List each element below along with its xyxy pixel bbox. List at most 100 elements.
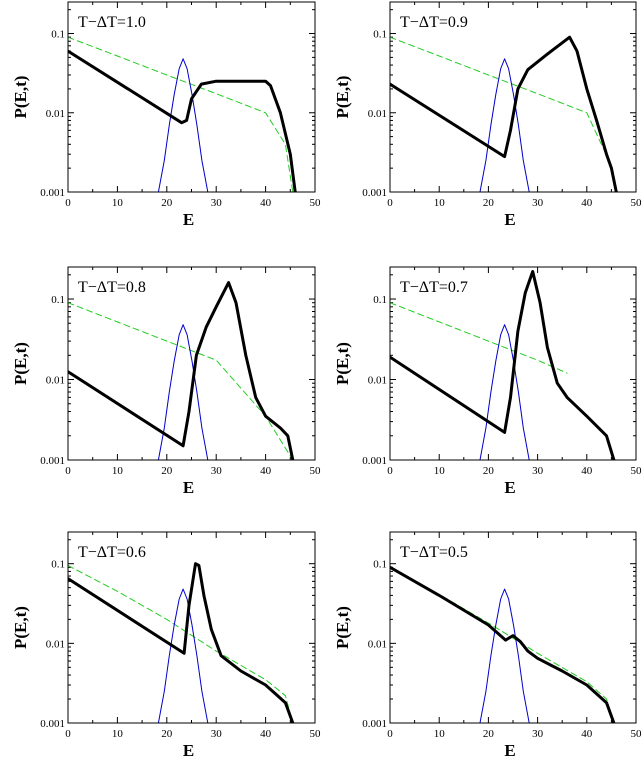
x-axis-label: E bbox=[183, 210, 194, 229]
y-axis-label: P(E,t) bbox=[11, 76, 30, 119]
x-tick-label: 20 bbox=[483, 197, 495, 209]
series-line-green-dashed bbox=[68, 36, 294, 192]
x-tick-label: 30 bbox=[211, 465, 223, 477]
series-line-blue-gaussian bbox=[157, 588, 209, 723]
panel-title: T−ΔT=1.0 bbox=[78, 14, 146, 31]
x-tick-label: 30 bbox=[532, 465, 544, 477]
series-line-green-dashed bbox=[68, 565, 294, 723]
x-tick-label: 50 bbox=[310, 197, 322, 209]
y-tick-label: 0.01 bbox=[368, 108, 387, 120]
x-tick-label: 40 bbox=[581, 728, 593, 740]
x-tick-label: 30 bbox=[532, 197, 544, 209]
x-tick-label: 20 bbox=[161, 465, 173, 477]
panel-6: 0 10 20 30 40 50 0.001 0.01 0.1 T−ΔT=0.5 E P(E,t) bbox=[333, 531, 643, 760]
series-line-blue-gaussian bbox=[157, 58, 209, 192]
y-tick-label: 0.001 bbox=[40, 187, 65, 199]
series-line-bold-black bbox=[68, 49, 297, 192]
y-tick-label: 0.001 bbox=[40, 718, 65, 730]
y-axis-label: P(E,t) bbox=[11, 606, 30, 649]
y-tick-label: 0.001 bbox=[362, 187, 387, 199]
plot-frame bbox=[389, 1, 637, 193]
panel-title: T−ΔT=0.6 bbox=[78, 544, 146, 561]
x-tick-label: 10 bbox=[112, 465, 124, 477]
x-tick-label: 10 bbox=[434, 728, 446, 740]
x-axis-label: E bbox=[183, 741, 194, 760]
y-axis-label: P(E,t) bbox=[333, 342, 352, 385]
series-line-green-dashed bbox=[390, 302, 568, 374]
x-tick-label: 50 bbox=[631, 728, 643, 740]
panel-title: T−ΔT=0.7 bbox=[400, 279, 468, 296]
x-tick-label: 50 bbox=[631, 197, 643, 209]
series-line-bold-black bbox=[68, 281, 295, 460]
series-line-bold-black bbox=[68, 562, 295, 723]
x-tick-label: 0 bbox=[65, 465, 71, 477]
x-tick-label: 40 bbox=[260, 197, 272, 209]
x-tick-label: 10 bbox=[434, 465, 446, 477]
y-axis-label: P(E,t) bbox=[333, 76, 352, 119]
panel-4: 0 10 20 30 40 50 0.001 0.01 0.1 T−ΔT=0.7 E P(E,t) bbox=[333, 266, 643, 497]
series-line-green-dashed bbox=[390, 36, 610, 161]
x-tick-label: 20 bbox=[483, 728, 495, 740]
x-tick-label: 0 bbox=[65, 728, 71, 740]
x-tick-label: 10 bbox=[112, 728, 124, 740]
plot-frame bbox=[389, 266, 637, 461]
y-tick-label: 0.1 bbox=[373, 29, 387, 41]
panel-title: T−ΔT=0.8 bbox=[78, 279, 146, 296]
y-tick-label: 0.01 bbox=[368, 375, 387, 387]
x-tick-label: 40 bbox=[581, 197, 593, 209]
plot-frame bbox=[67, 531, 316, 724]
x-axis-label: E bbox=[504, 210, 515, 229]
y-tick-label: 0.01 bbox=[46, 375, 65, 387]
x-tick-label: 40 bbox=[260, 465, 272, 477]
x-tick-label: 0 bbox=[387, 728, 393, 740]
y-tick-label: 0.1 bbox=[373, 294, 387, 306]
y-axis-label: P(E,t) bbox=[333, 606, 352, 649]
plot-frame bbox=[67, 1, 316, 193]
x-tick-label: 30 bbox=[211, 728, 223, 740]
series-line-blue-gaussian bbox=[479, 588, 530, 723]
panel-1: 0 10 20 30 40 50 0.001 0.01 0.1 T−ΔT=1.0 E P(E,t) bbox=[11, 1, 322, 229]
series-line-bold-black bbox=[390, 565, 616, 723]
panel-title: T−ΔT=0.9 bbox=[400, 14, 468, 31]
x-tick-label: 30 bbox=[211, 197, 223, 209]
panel-5: 0 10 20 30 40 50 0.001 0.01 0.1 T−ΔT=0.6 E P(E,t) bbox=[11, 531, 322, 760]
panel-2: 0 10 20 30 40 50 0.001 0.01 0.1 T−ΔT=0.9 E P(E,t) bbox=[333, 1, 643, 229]
series-line-blue-gaussian bbox=[479, 58, 530, 192]
y-tick-label: 0.01 bbox=[46, 638, 65, 650]
y-tick-label: 0.001 bbox=[40, 455, 65, 467]
x-tick-label: 50 bbox=[631, 465, 643, 477]
x-tick-label: 20 bbox=[483, 465, 495, 477]
series-line-bold-black bbox=[390, 270, 616, 460]
y-tick-label: 0.01 bbox=[46, 108, 65, 120]
series-line-green-dashed bbox=[68, 302, 294, 460]
panel-3: 0 10 20 30 40 50 0.001 0.01 0.1 T−ΔT=0.8 E P(E,t) bbox=[11, 266, 322, 497]
plot-frame bbox=[67, 266, 316, 461]
x-axis-label: E bbox=[183, 478, 194, 497]
y-tick-label: 0.1 bbox=[51, 294, 65, 306]
y-tick-label: 0.01 bbox=[368, 638, 387, 650]
x-tick-label: 50 bbox=[310, 465, 322, 477]
y-tick-label: 0.001 bbox=[362, 718, 387, 730]
x-axis-label: E bbox=[504, 741, 515, 760]
x-tick-label: 0 bbox=[387, 465, 393, 477]
y-tick-label: 0.1 bbox=[51, 29, 65, 41]
x-tick-label: 30 bbox=[532, 728, 544, 740]
y-tick-label: 0.001 bbox=[362, 455, 387, 467]
x-tick-label: 20 bbox=[161, 728, 173, 740]
y-tick-label: 0.1 bbox=[373, 559, 387, 571]
x-axis-label: E bbox=[504, 478, 515, 497]
x-tick-label: 40 bbox=[260, 728, 272, 740]
series-line-blue-gaussian bbox=[157, 324, 209, 460]
x-tick-label: 10 bbox=[434, 197, 446, 209]
x-tick-label: 40 bbox=[581, 465, 593, 477]
y-axis-label: P(E,t) bbox=[11, 342, 30, 385]
x-tick-label: 0 bbox=[387, 197, 393, 209]
series-line-bold-black bbox=[390, 35, 618, 192]
x-tick-label: 10 bbox=[112, 197, 124, 209]
x-tick-label: 50 bbox=[310, 728, 322, 740]
series-line-green-dashed bbox=[390, 566, 615, 723]
series-line-blue-gaussian bbox=[479, 324, 530, 460]
x-tick-label: 0 bbox=[65, 197, 71, 209]
y-tick-label: 0.1 bbox=[51, 559, 65, 571]
